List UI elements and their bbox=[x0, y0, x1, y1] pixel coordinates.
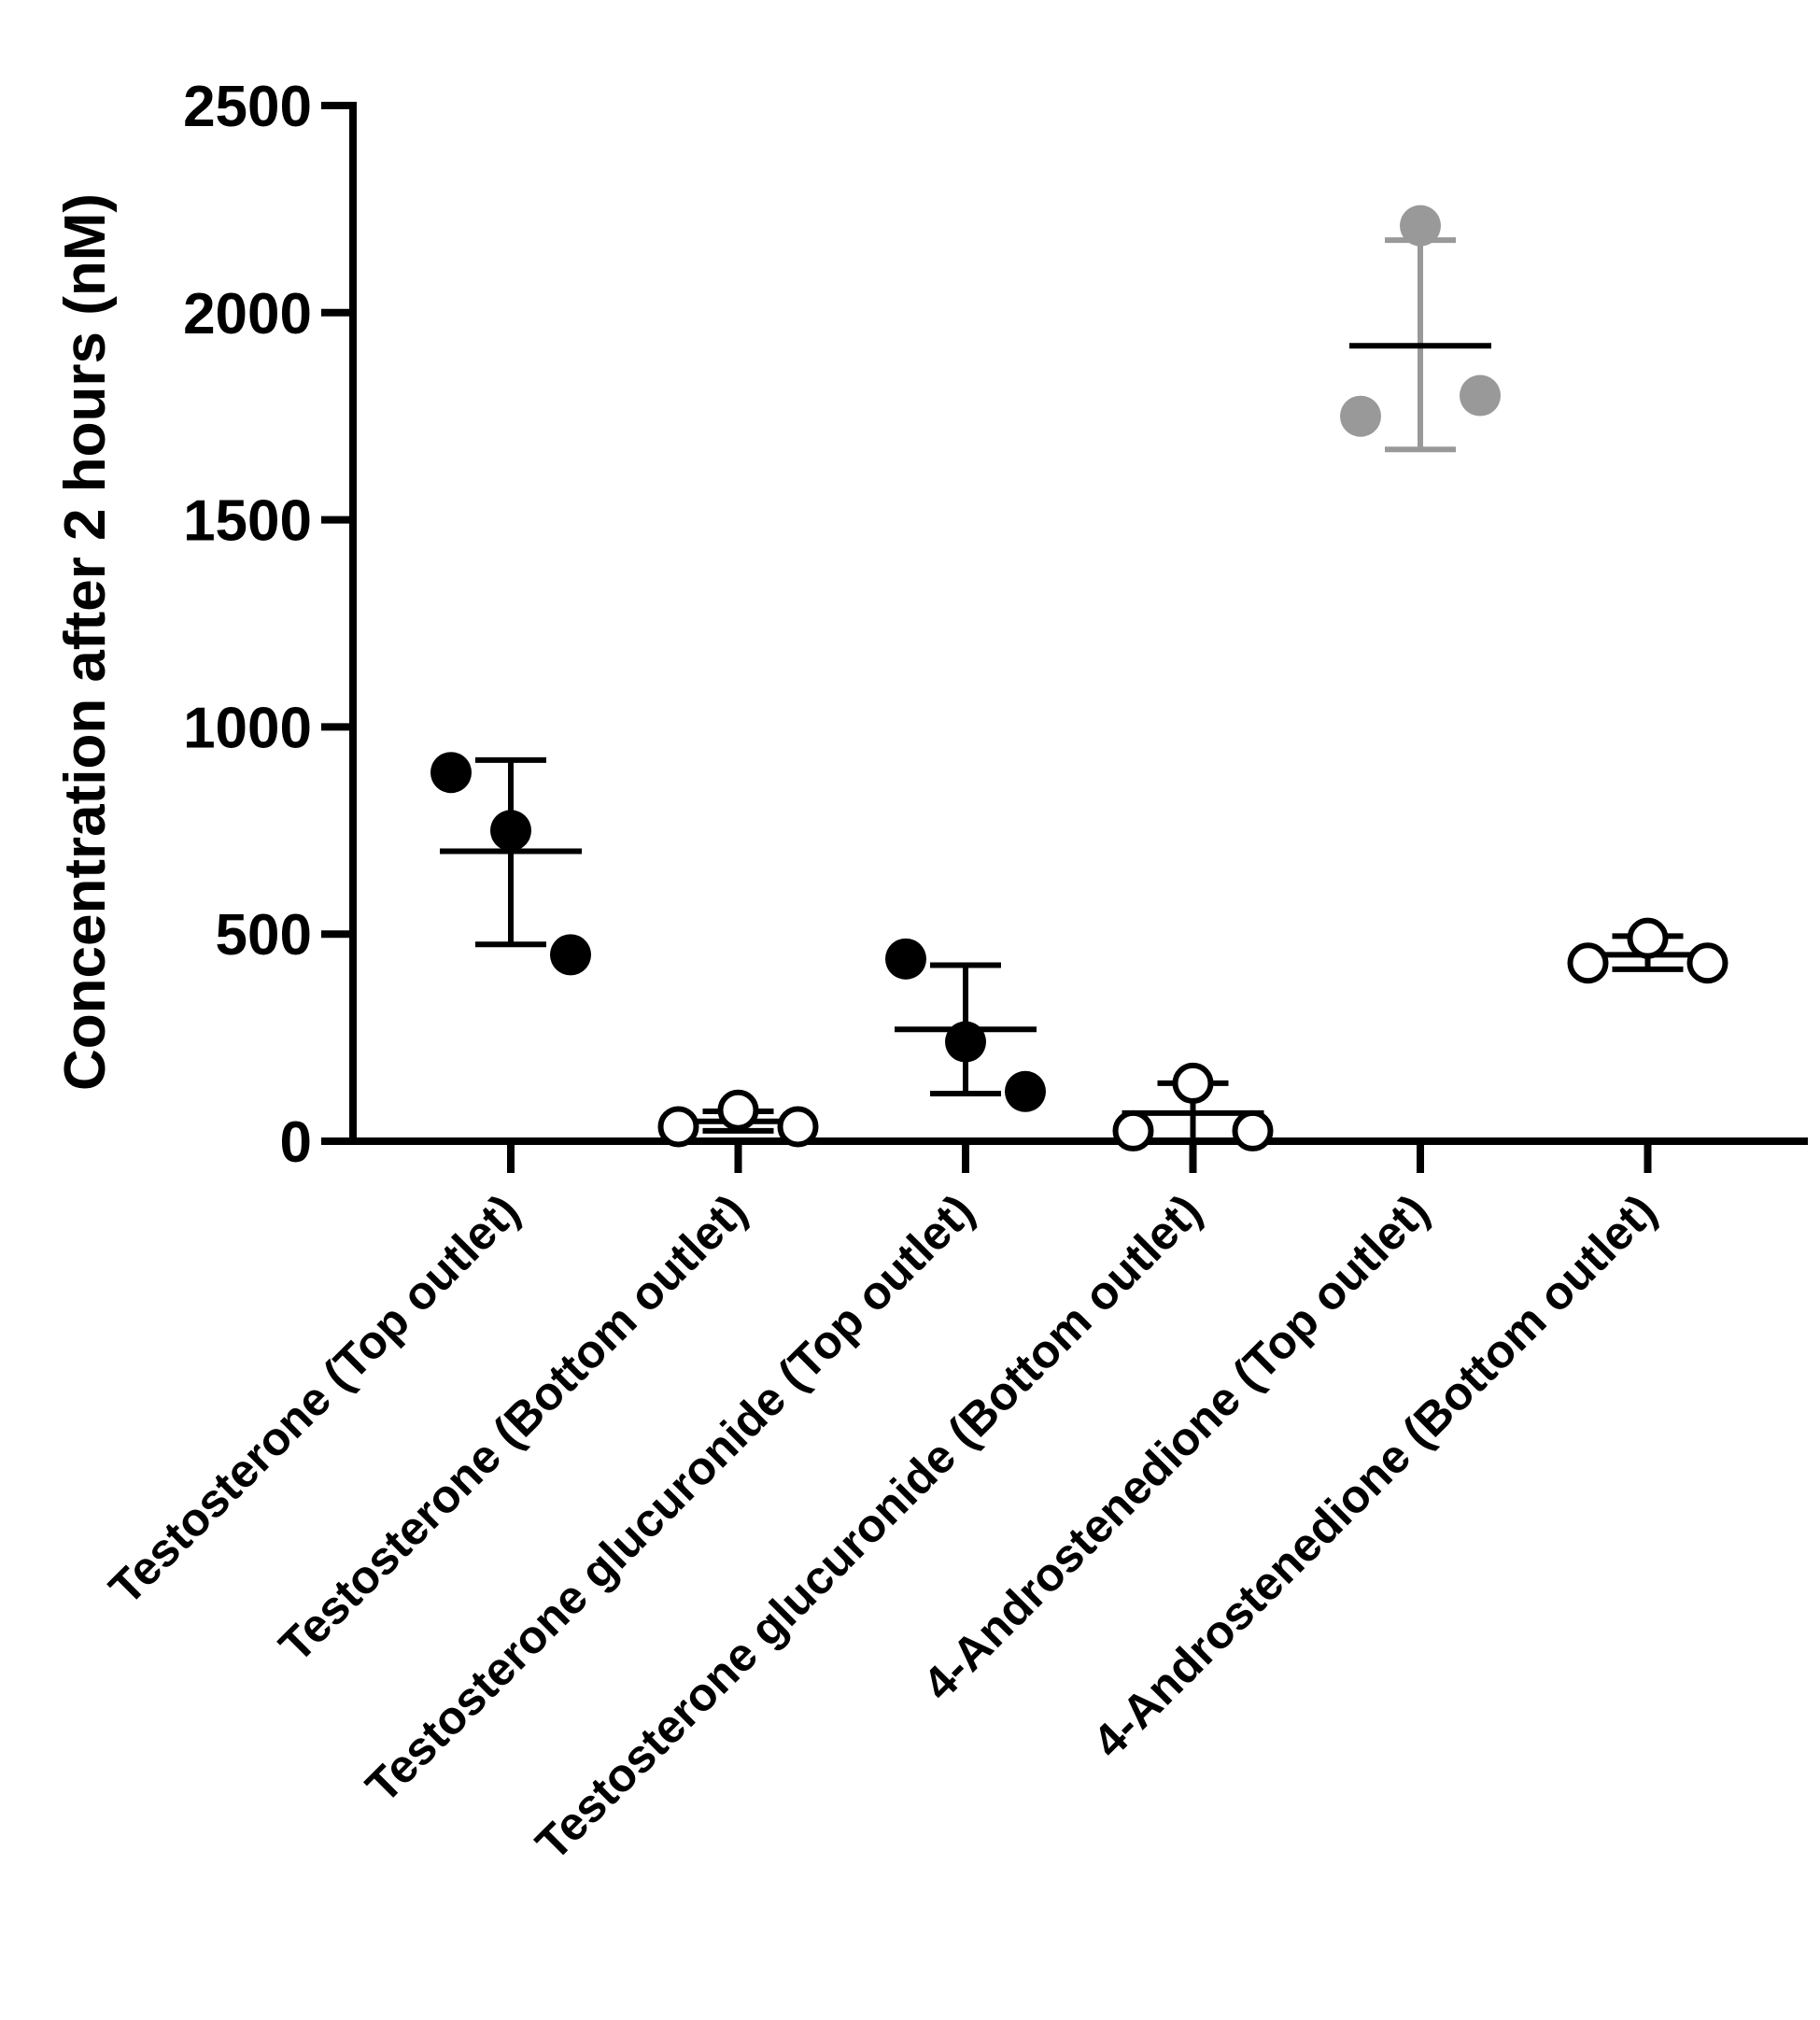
data-point bbox=[1232, 1109, 1274, 1151]
data-series bbox=[430, 205, 1728, 1151]
series-group bbox=[657, 1089, 819, 1148]
x-axis-ticks bbox=[507, 1141, 1652, 1173]
data-point bbox=[550, 934, 591, 976]
y-tick-label: 500 bbox=[216, 903, 312, 968]
data-point bbox=[490, 810, 531, 852]
series-group bbox=[430, 752, 591, 976]
data-point bbox=[1005, 1070, 1046, 1112]
y-tick-label: 1000 bbox=[183, 696, 312, 760]
y-tick-label: 0 bbox=[280, 1110, 312, 1175]
data-point bbox=[1686, 942, 1728, 984]
data-point bbox=[1460, 374, 1501, 417]
data-point bbox=[430, 752, 472, 794]
data-point bbox=[717, 1089, 759, 1131]
data-point bbox=[945, 1021, 986, 1063]
y-tick-label: 1500 bbox=[183, 489, 312, 554]
y-axis-ticks: 0 500 1000 1500 2000 2500 bbox=[183, 75, 353, 1175]
series-group bbox=[885, 938, 1046, 1112]
data-point bbox=[657, 1106, 699, 1148]
axes: 0 500 1000 1500 2000 2500 bbox=[183, 75, 1808, 1175]
series-group bbox=[1340, 205, 1501, 453]
data-point bbox=[1172, 1062, 1214, 1104]
data-point bbox=[1400, 205, 1441, 247]
y-tick-label: 2500 bbox=[183, 75, 312, 139]
data-point bbox=[885, 938, 926, 980]
x-tick-label: Testosterone (Bottom outlet) bbox=[269, 1184, 756, 1672]
data-point bbox=[1112, 1109, 1154, 1151]
data-point bbox=[1567, 942, 1609, 984]
y-axis-title: Concentration after 2 hours (nM) bbox=[53, 193, 118, 1091]
x-axis-labels: Testosterone (Top outlet)Testosterone (B… bbox=[99, 1184, 1666, 1870]
series-group bbox=[1567, 917, 1728, 984]
data-point bbox=[1627, 917, 1669, 959]
x-tick-label: Testosterone (Top outlet) bbox=[99, 1184, 529, 1615]
data-point bbox=[1340, 395, 1381, 437]
series-group bbox=[1112, 1062, 1274, 1151]
x-tick-label: 4-Androstenedione (Top outlet) bbox=[912, 1184, 1438, 1710]
data-point bbox=[777, 1106, 819, 1148]
y-tick-label: 2000 bbox=[183, 282, 312, 346]
